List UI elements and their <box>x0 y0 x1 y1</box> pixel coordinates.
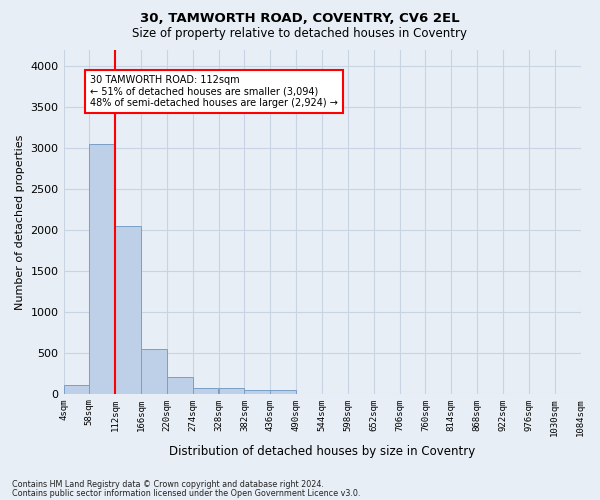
X-axis label: Distribution of detached houses by size in Coventry: Distribution of detached houses by size … <box>169 444 475 458</box>
Text: 30, TAMWORTH ROAD, COVENTRY, CV6 2EL: 30, TAMWORTH ROAD, COVENTRY, CV6 2EL <box>140 12 460 26</box>
Text: Contains public sector information licensed under the Open Government Licence v3: Contains public sector information licen… <box>12 488 361 498</box>
Bar <box>244 390 270 394</box>
Bar <box>141 348 167 394</box>
Bar <box>271 390 296 394</box>
Bar <box>193 388 218 394</box>
Bar <box>115 226 141 394</box>
Y-axis label: Number of detached properties: Number of detached properties <box>15 134 25 310</box>
Bar <box>64 386 89 394</box>
Text: 30 TAMWORTH ROAD: 112sqm
← 51% of detached houses are smaller (3,094)
48% of sem: 30 TAMWORTH ROAD: 112sqm ← 51% of detach… <box>91 74 338 108</box>
Text: Contains HM Land Registry data © Crown copyright and database right 2024.: Contains HM Land Registry data © Crown c… <box>12 480 324 489</box>
Bar <box>167 378 193 394</box>
Text: Size of property relative to detached houses in Coventry: Size of property relative to detached ho… <box>133 28 467 40</box>
Bar <box>89 144 115 394</box>
Bar <box>218 388 244 394</box>
